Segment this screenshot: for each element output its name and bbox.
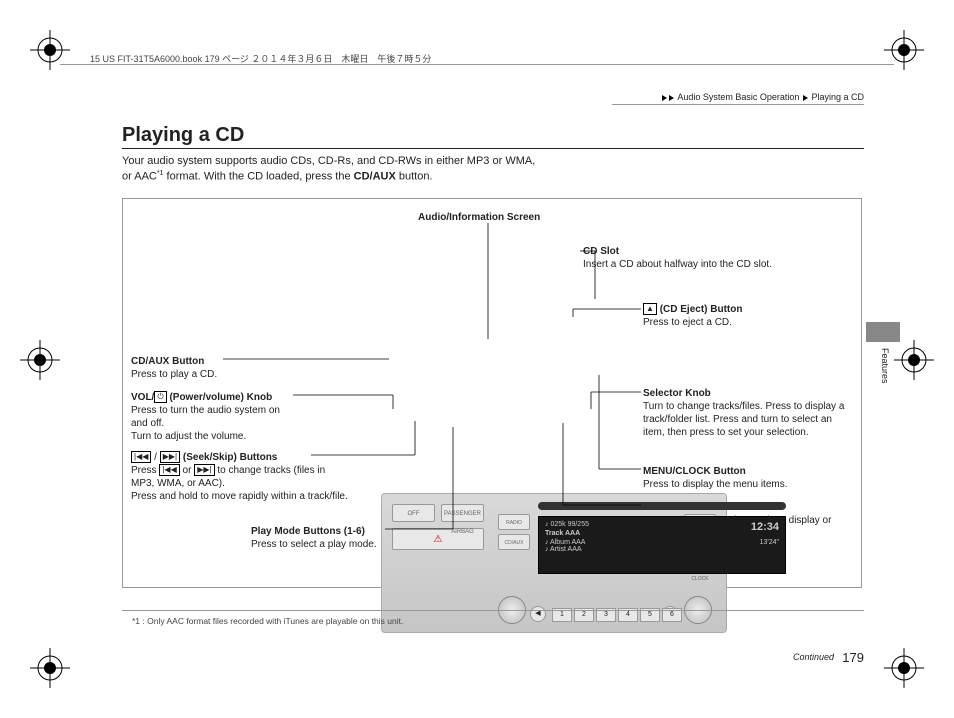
page-number: 179: [842, 650, 864, 665]
power-icon: ⏻: [154, 391, 166, 403]
crop-mark-icon: [30, 648, 70, 688]
breadcrumb-arrow-icon: [803, 95, 808, 101]
crop-mark-icon: [884, 648, 924, 688]
breadcrumb-arrow-icon: [669, 95, 674, 101]
breadcrumb: Audio System Basic Operation Playing a C…: [661, 92, 864, 102]
label-eject: ▲ (CD Eject) ButtonPress to eject a CD.: [643, 303, 843, 329]
label-selector: Selector KnobTurn to change tracks/files…: [643, 387, 853, 439]
title-rule: [122, 148, 864, 149]
radio-button: RADIO: [498, 514, 530, 530]
breadcrumb-section: Audio System Basic Operation: [677, 92, 799, 102]
breadcrumb-page: Playing a CD: [811, 92, 864, 102]
cdaux-button: CD/AUX: [498, 534, 530, 550]
breadcrumb-rule: [612, 104, 864, 105]
label-cd-slot: CD SlotInsert a CD about halfway into th…: [583, 245, 843, 271]
prev-icon: |◀◀: [159, 464, 179, 476]
section-tab: [866, 322, 900, 342]
audio-screen: ♪ 025k 99/25512:34 Track AAA 13'24" ♪ Al…: [538, 516, 786, 574]
top-rule: [60, 64, 894, 65]
next-icon: ▶▶|: [194, 464, 214, 476]
label-seek: |◀◀ / ▶▶| (Seek/Skip) ButtonsPress |◀◀ o…: [131, 451, 351, 503]
footnote-rule: [122, 610, 864, 611]
seek-prev-button: ◀: [530, 606, 546, 622]
radio-unit: OFF PASSENGER AIRBAG ⚠ RADIO CD/AUX ▲ 📞 …: [381, 493, 727, 633]
prev-icon: |◀◀: [131, 451, 151, 463]
cd-slot: [538, 502, 786, 510]
off-indicator: OFF: [392, 504, 435, 522]
label-menu: MENU/CLOCK ButtonPress to display the me…: [643, 465, 843, 491]
eject-icon: ▲: [643, 303, 657, 315]
page-title: Playing a CD: [122, 124, 244, 147]
crop-mark-icon: [894, 340, 934, 380]
airbag-indicator: PASSENGER AIRBAG: [441, 504, 484, 522]
footnote: *1 : Only AAC format files recorded with…: [132, 616, 403, 626]
section-label: Features: [880, 348, 890, 384]
intro-text: Your audio system supports audio CDs, CD…: [122, 154, 854, 185]
label-cdaux: CD/AUX ButtonPress to play a CD.: [131, 355, 251, 381]
breadcrumb-arrow-icon: [662, 95, 667, 101]
diagram-frame: Audio/Information Screen CD SlotInsert a…: [122, 198, 862, 588]
next-icon: ▶▶|: [160, 451, 180, 463]
label-audio-screen: Audio/Information Screen: [418, 211, 540, 224]
label-vol: VOL/⏻ (Power/volume) KnobPress to turn t…: [131, 391, 291, 443]
crop-mark-icon: [20, 340, 60, 380]
continued-label: Continued: [793, 652, 834, 662]
